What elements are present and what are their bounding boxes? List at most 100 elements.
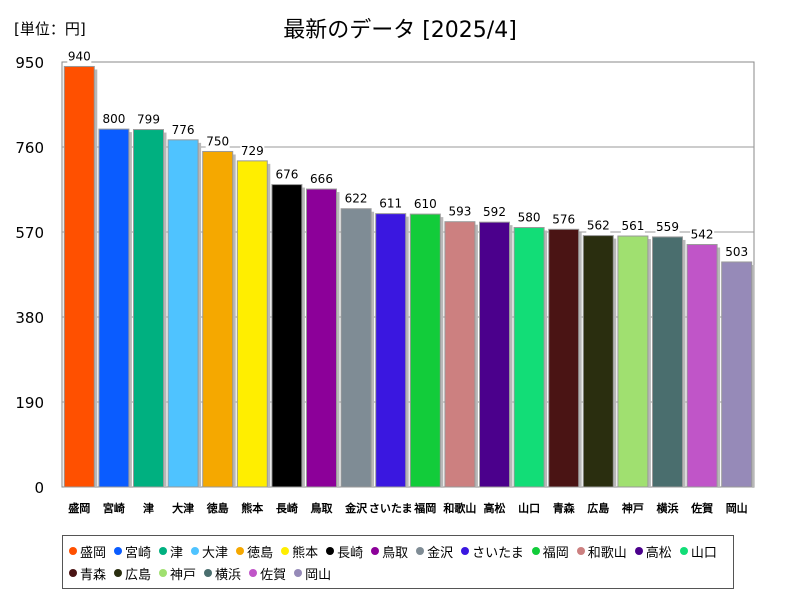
x-tick-label: 広島 — [587, 501, 609, 515]
data-label-bg — [482, 205, 507, 220]
y-tick-label: 190 — [15, 394, 44, 412]
legend-label: 山口 — [690, 545, 717, 561]
y-tick-label: 570 — [15, 224, 44, 242]
legend: 盛岡 宮崎 津 大津 徳島 熊本 長崎 鳥取 金沢 さいたま 福岡 和歌山 高松 山口 青森 広島 神戸 横浜 佐賀… — [62, 535, 734, 589]
data-label: 666 — [310, 172, 333, 186]
data-label-bg — [655, 219, 680, 234]
x-tick-label: 佐賀 — [690, 501, 713, 515]
data-label: 940 — [68, 49, 91, 63]
legend-label: 佐賀 — [260, 567, 287, 583]
x-tick-label: 宮崎 — [103, 501, 125, 515]
bar — [98, 128, 130, 488]
legend-label: 盛岡 — [80, 545, 107, 561]
data-label: 562 — [587, 219, 610, 233]
x-tick-label: 高松 — [484, 501, 506, 515]
legend-label: 和歌山 — [587, 545, 627, 561]
bar — [513, 227, 545, 488]
legend-label: 熊本 — [292, 545, 319, 561]
data-label: 610 — [414, 197, 437, 211]
x-axis-labels: 盛岡 宮崎 津 大津 徳島 熊本 長崎 鳥取 金沢 さいたま 福岡 和歌山 高松 山口 青森 広島 神戸 横浜 佐賀… — [68, 501, 747, 515]
x-tick-label: 横浜 — [657, 501, 679, 515]
x-tick-label: 金沢 — [344, 501, 368, 515]
legend-label: 津 — [170, 545, 184, 561]
data-label: 580 — [518, 211, 541, 225]
bar — [617, 235, 649, 488]
data-label: 561 — [621, 219, 644, 233]
data-label: 542 — [691, 228, 714, 242]
x-tick-label: 和歌山 — [443, 501, 476, 515]
bar — [686, 244, 718, 488]
legend-label: 宮崎 — [125, 545, 152, 561]
y-tick-label: 380 — [15, 309, 44, 327]
bar — [236, 160, 268, 488]
bar — [444, 221, 476, 488]
legend-label: 青森 — [80, 567, 107, 583]
legend-item: 金沢 — [416, 540, 453, 562]
legend-label: 横浜 — [215, 567, 242, 583]
data-label-bg — [517, 210, 542, 225]
bar — [409, 213, 441, 488]
data-label: 776 — [172, 123, 195, 137]
data-label: 611 — [379, 197, 402, 211]
legend-item: 岡山 — [294, 562, 331, 584]
legend-item: 津 — [159, 540, 183, 562]
legend-label: 大津 — [202, 545, 229, 561]
data-label-bg — [447, 204, 472, 219]
bar — [548, 228, 580, 488]
data-label: 559 — [656, 220, 679, 234]
legend-item: 佐賀 — [249, 562, 286, 584]
bar — [375, 213, 407, 488]
data-label-bg — [620, 219, 645, 234]
data-label-bg — [101, 112, 126, 127]
bar — [167, 139, 199, 488]
legend-label: さいたま — [472, 545, 524, 561]
x-tick-label: 鳥取 — [311, 501, 333, 515]
data-label-bg — [205, 134, 230, 149]
data-label: 593 — [448, 205, 471, 219]
legend-label: 岡山 — [305, 567, 332, 583]
data-label: 503 — [725, 245, 748, 259]
x-tick-label: 岡山 — [726, 501, 748, 515]
data-label: 576 — [552, 212, 575, 226]
bar — [721, 261, 753, 488]
x-tick-label: 大津 — [172, 501, 194, 515]
y-tick-label: 0 — [34, 479, 44, 497]
legend-marker — [634, 547, 643, 555]
legend-marker — [281, 547, 290, 555]
legend-marker — [69, 569, 77, 577]
x-tick-label: さいたま — [369, 502, 413, 515]
legend-item: さいたま — [461, 540, 524, 562]
legend-item: 横浜 — [204, 562, 241, 584]
legend-item: 鳥取 — [371, 540, 408, 562]
chart-title: 最新のデータ [2025/4] — [283, 18, 517, 43]
legend-item: 大津 — [191, 540, 228, 562]
legend-item: 青森 — [69, 562, 106, 584]
legend-marker — [249, 569, 258, 577]
data-label-bg — [551, 212, 576, 227]
legend-item: 長崎 — [326, 540, 363, 562]
data-label-bg — [344, 191, 369, 206]
data-label-bg — [171, 122, 196, 137]
data-label-bg — [378, 196, 403, 211]
y-axis-ticks: 0 190 380 570 760 950 — [15, 54, 44, 497]
data-label-bg — [309, 172, 334, 187]
x-tick-label: 盛岡 — [68, 501, 90, 515]
x-tick-label: 神戸 — [622, 501, 644, 515]
data-label-bg — [136, 112, 161, 127]
y-tick-label: 950 — [15, 54, 44, 72]
data-label-bg — [724, 244, 749, 259]
data-label: 800 — [102, 112, 125, 126]
legend-label: 神戸 — [170, 567, 197, 583]
data-label: 750 — [206, 134, 229, 148]
data-label-bg — [240, 143, 265, 158]
legend-marker — [679, 547, 688, 555]
legend-label: 長崎 — [337, 545, 364, 561]
data-label-bg — [690, 227, 715, 242]
bars: 940 800 799 776 750 729 676 666 622 611 610 593 592 5… — [63, 49, 755, 488]
x-tick-label: 熊本 — [241, 501, 263, 515]
bar — [306, 188, 337, 488]
legend-item: 徳島 — [236, 540, 273, 562]
bar — [340, 208, 372, 488]
data-label: 592 — [483, 205, 506, 219]
